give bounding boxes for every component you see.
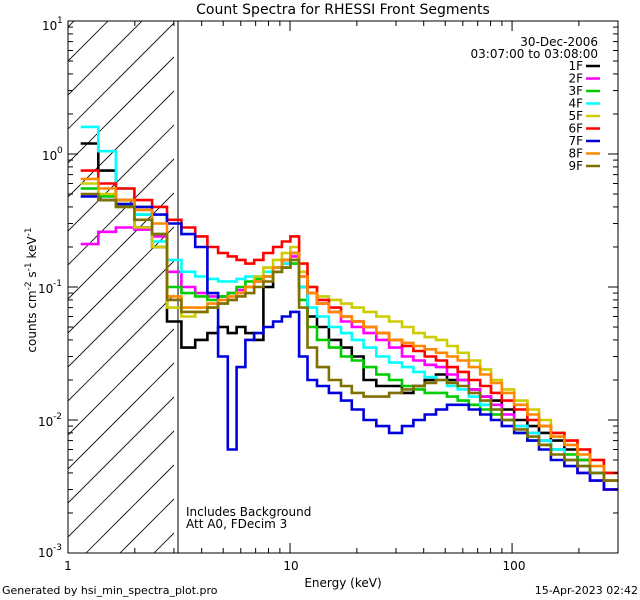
legend-label-7F: 7F [568,134,583,148]
hatch-line [68,21,75,28]
hatch-line [153,532,174,553]
annotation-background: Includes Background [186,505,311,519]
x-tick-label-10: 10 [283,559,298,573]
y-tick-label-0.1: 10 -1 [38,279,62,296]
series-layer [80,125,618,491]
hatch-line [68,396,174,504]
footer-generated-by: Generated by hsi_min_spectra_plot.pro [2,584,218,597]
svg-text:10: 10 [42,19,57,33]
annotation-attenuator: Att A0, FDecim 3 [186,517,287,531]
legend-label-2F: 2F [568,72,583,86]
y-axis-label: counts cm-2 s-1 keV-1 [24,227,39,352]
hatch-line [68,226,174,334]
svg-text:10: 10 [38,546,53,560]
y-tick-label-10: 10 1 [42,16,63,33]
legend-label-4F: 4F [568,97,583,111]
hatch-line [68,192,174,300]
svg-text:10: 10 [38,415,53,429]
legend-label-6F: 6F [568,122,583,136]
hatch-line [68,260,174,368]
svg-text:0: 0 [57,146,63,156]
y-tick-label-1: 10 0 [42,146,63,163]
hatch-line [68,362,174,470]
x-axis-label: Energy (keV) [304,576,381,590]
x-tick-label-100: 100 [503,559,526,573]
legend-label-9F: 9F [568,159,583,173]
svg-text:-1: -1 [53,279,62,289]
y-tick-label-0.01: 10 -2 [38,412,62,429]
hatch-line [68,294,174,402]
hatch-line [68,22,174,130]
series-7F-line [80,195,618,491]
hatch-line [68,158,174,266]
svg-text:-3: -3 [53,543,62,553]
axis-ticks [67,21,619,554]
svg-text:1: 1 [57,16,63,26]
date-label: 30-Dec-2006 [520,35,598,49]
series-8F-line [80,177,618,482]
legend-label-8F: 8F [568,147,583,161]
hatch-line [85,464,174,553]
plot-frame [67,20,619,554]
hatch-region [68,21,179,553]
hatch-line [68,90,174,198]
series-9F-line [80,192,618,482]
svg-text:-2: -2 [53,412,62,422]
legend-label-3F: 3F [568,84,583,98]
legend-label-1F: 1F [568,59,583,73]
legend-label-5F: 5F [568,109,583,123]
series-4F-line [80,125,618,482]
svg-text:10: 10 [42,149,57,163]
hatch-line [68,56,174,164]
hatch-line [68,430,174,538]
y-tick-label-0.001: 10 -3 [38,543,62,560]
x-tick-label-1: 1 [64,559,72,573]
svg-text:10: 10 [38,282,53,296]
chart-title: Count Spectra for RHESSI Front Segments [196,2,490,18]
hatch-line [68,21,143,96]
series-1F-line [80,142,618,491]
time-range-label: 03:07:00 to 03:08:00 [471,47,598,61]
footer-timestamp: 15-Apr-2023 02:42 [534,584,638,597]
